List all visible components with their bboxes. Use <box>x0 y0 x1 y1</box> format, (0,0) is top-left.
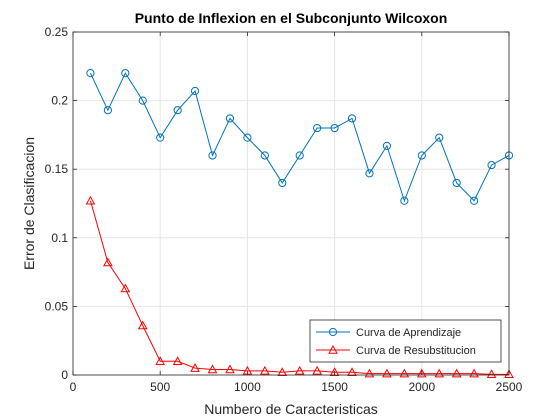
data-point <box>190 363 200 372</box>
data-point <box>86 69 95 78</box>
data-point <box>382 141 392 150</box>
data-point <box>417 151 426 160</box>
y-tick-label: 0.2 <box>51 94 68 108</box>
data-point <box>434 368 445 378</box>
data-point <box>278 178 287 188</box>
data-point <box>416 368 427 378</box>
data-point <box>400 196 409 205</box>
data-point <box>103 106 112 115</box>
data-point <box>225 364 235 374</box>
data-point <box>172 356 183 365</box>
x-tick-label: 1500 <box>321 380 348 394</box>
data-point <box>259 365 270 375</box>
x-tick-label: 0 <box>70 380 77 394</box>
x-tick-label: 2500 <box>496 380 523 394</box>
data-point <box>451 368 462 378</box>
data-point <box>155 356 166 365</box>
legend-box <box>309 319 502 363</box>
legend-swatch-marker <box>328 344 338 354</box>
data-point <box>260 151 269 160</box>
x-tick-label: 500 <box>150 380 170 394</box>
series-2 <box>85 195 514 379</box>
data-point <box>452 178 461 188</box>
data-point <box>295 151 304 160</box>
data-point <box>156 133 165 142</box>
y-tick-label: 0.05 <box>45 299 69 313</box>
data-point <box>347 114 357 123</box>
data-point <box>121 69 130 78</box>
data-point <box>294 365 305 375</box>
chart-title: Punto de Inflexion en el Subconjunto Wil… <box>135 10 448 26</box>
legend-label: Curva de Aprendizaje <box>356 327 461 339</box>
data-point <box>312 365 323 375</box>
legend-label: Curva de Resubstitucion <box>356 345 476 357</box>
data-point <box>399 368 410 378</box>
data-point <box>329 367 340 376</box>
data-point <box>347 367 357 376</box>
data-point <box>85 195 96 205</box>
data-point <box>173 106 182 115</box>
data-point <box>137 320 148 330</box>
data-point <box>487 160 496 170</box>
data-point <box>103 257 113 267</box>
data-point <box>243 133 252 142</box>
series-line <box>89 200 509 375</box>
y-tick-label: 0.1 <box>51 231 68 245</box>
data-point <box>313 123 322 133</box>
legend-swatch-marker <box>328 327 338 337</box>
y-tick-label: 0.25 <box>45 25 69 39</box>
x-axis-title: Numbero de Caracteristicas <box>204 401 378 417</box>
plot-frame <box>72 31 510 376</box>
data-point <box>469 368 479 378</box>
series-line <box>89 72 510 203</box>
series-layer <box>85 69 514 379</box>
y-axis-title: Error de Clasificacion <box>21 137 37 270</box>
data-point <box>138 96 147 105</box>
data-point <box>365 169 374 178</box>
data-point <box>382 368 392 378</box>
data-point <box>470 196 479 205</box>
x-tick-label: 1000 <box>234 380 261 394</box>
data-point <box>435 133 444 142</box>
data-point <box>504 369 514 379</box>
series-1 <box>86 69 514 205</box>
legend: Curva de Aprendizaje Curva de Resubstituc… <box>309 319 502 363</box>
data-point <box>364 368 375 378</box>
data-point <box>208 151 217 160</box>
data-point <box>190 86 200 96</box>
data-point <box>207 364 218 374</box>
data-point <box>120 283 131 293</box>
data-point <box>330 123 339 133</box>
x-tick-label: 2000 <box>408 380 435 394</box>
y-tick-label: 0.15 <box>45 162 69 176</box>
data-point <box>486 369 497 379</box>
ticks: 0 500 1000 1500 2000 2500 0 0.05 0.1 0.15 0.2 0.25 <box>45 25 523 394</box>
plot-background <box>73 32 509 375</box>
y-tick-label: 0 <box>61 368 68 382</box>
data-point <box>225 114 235 123</box>
data-point <box>277 367 288 376</box>
